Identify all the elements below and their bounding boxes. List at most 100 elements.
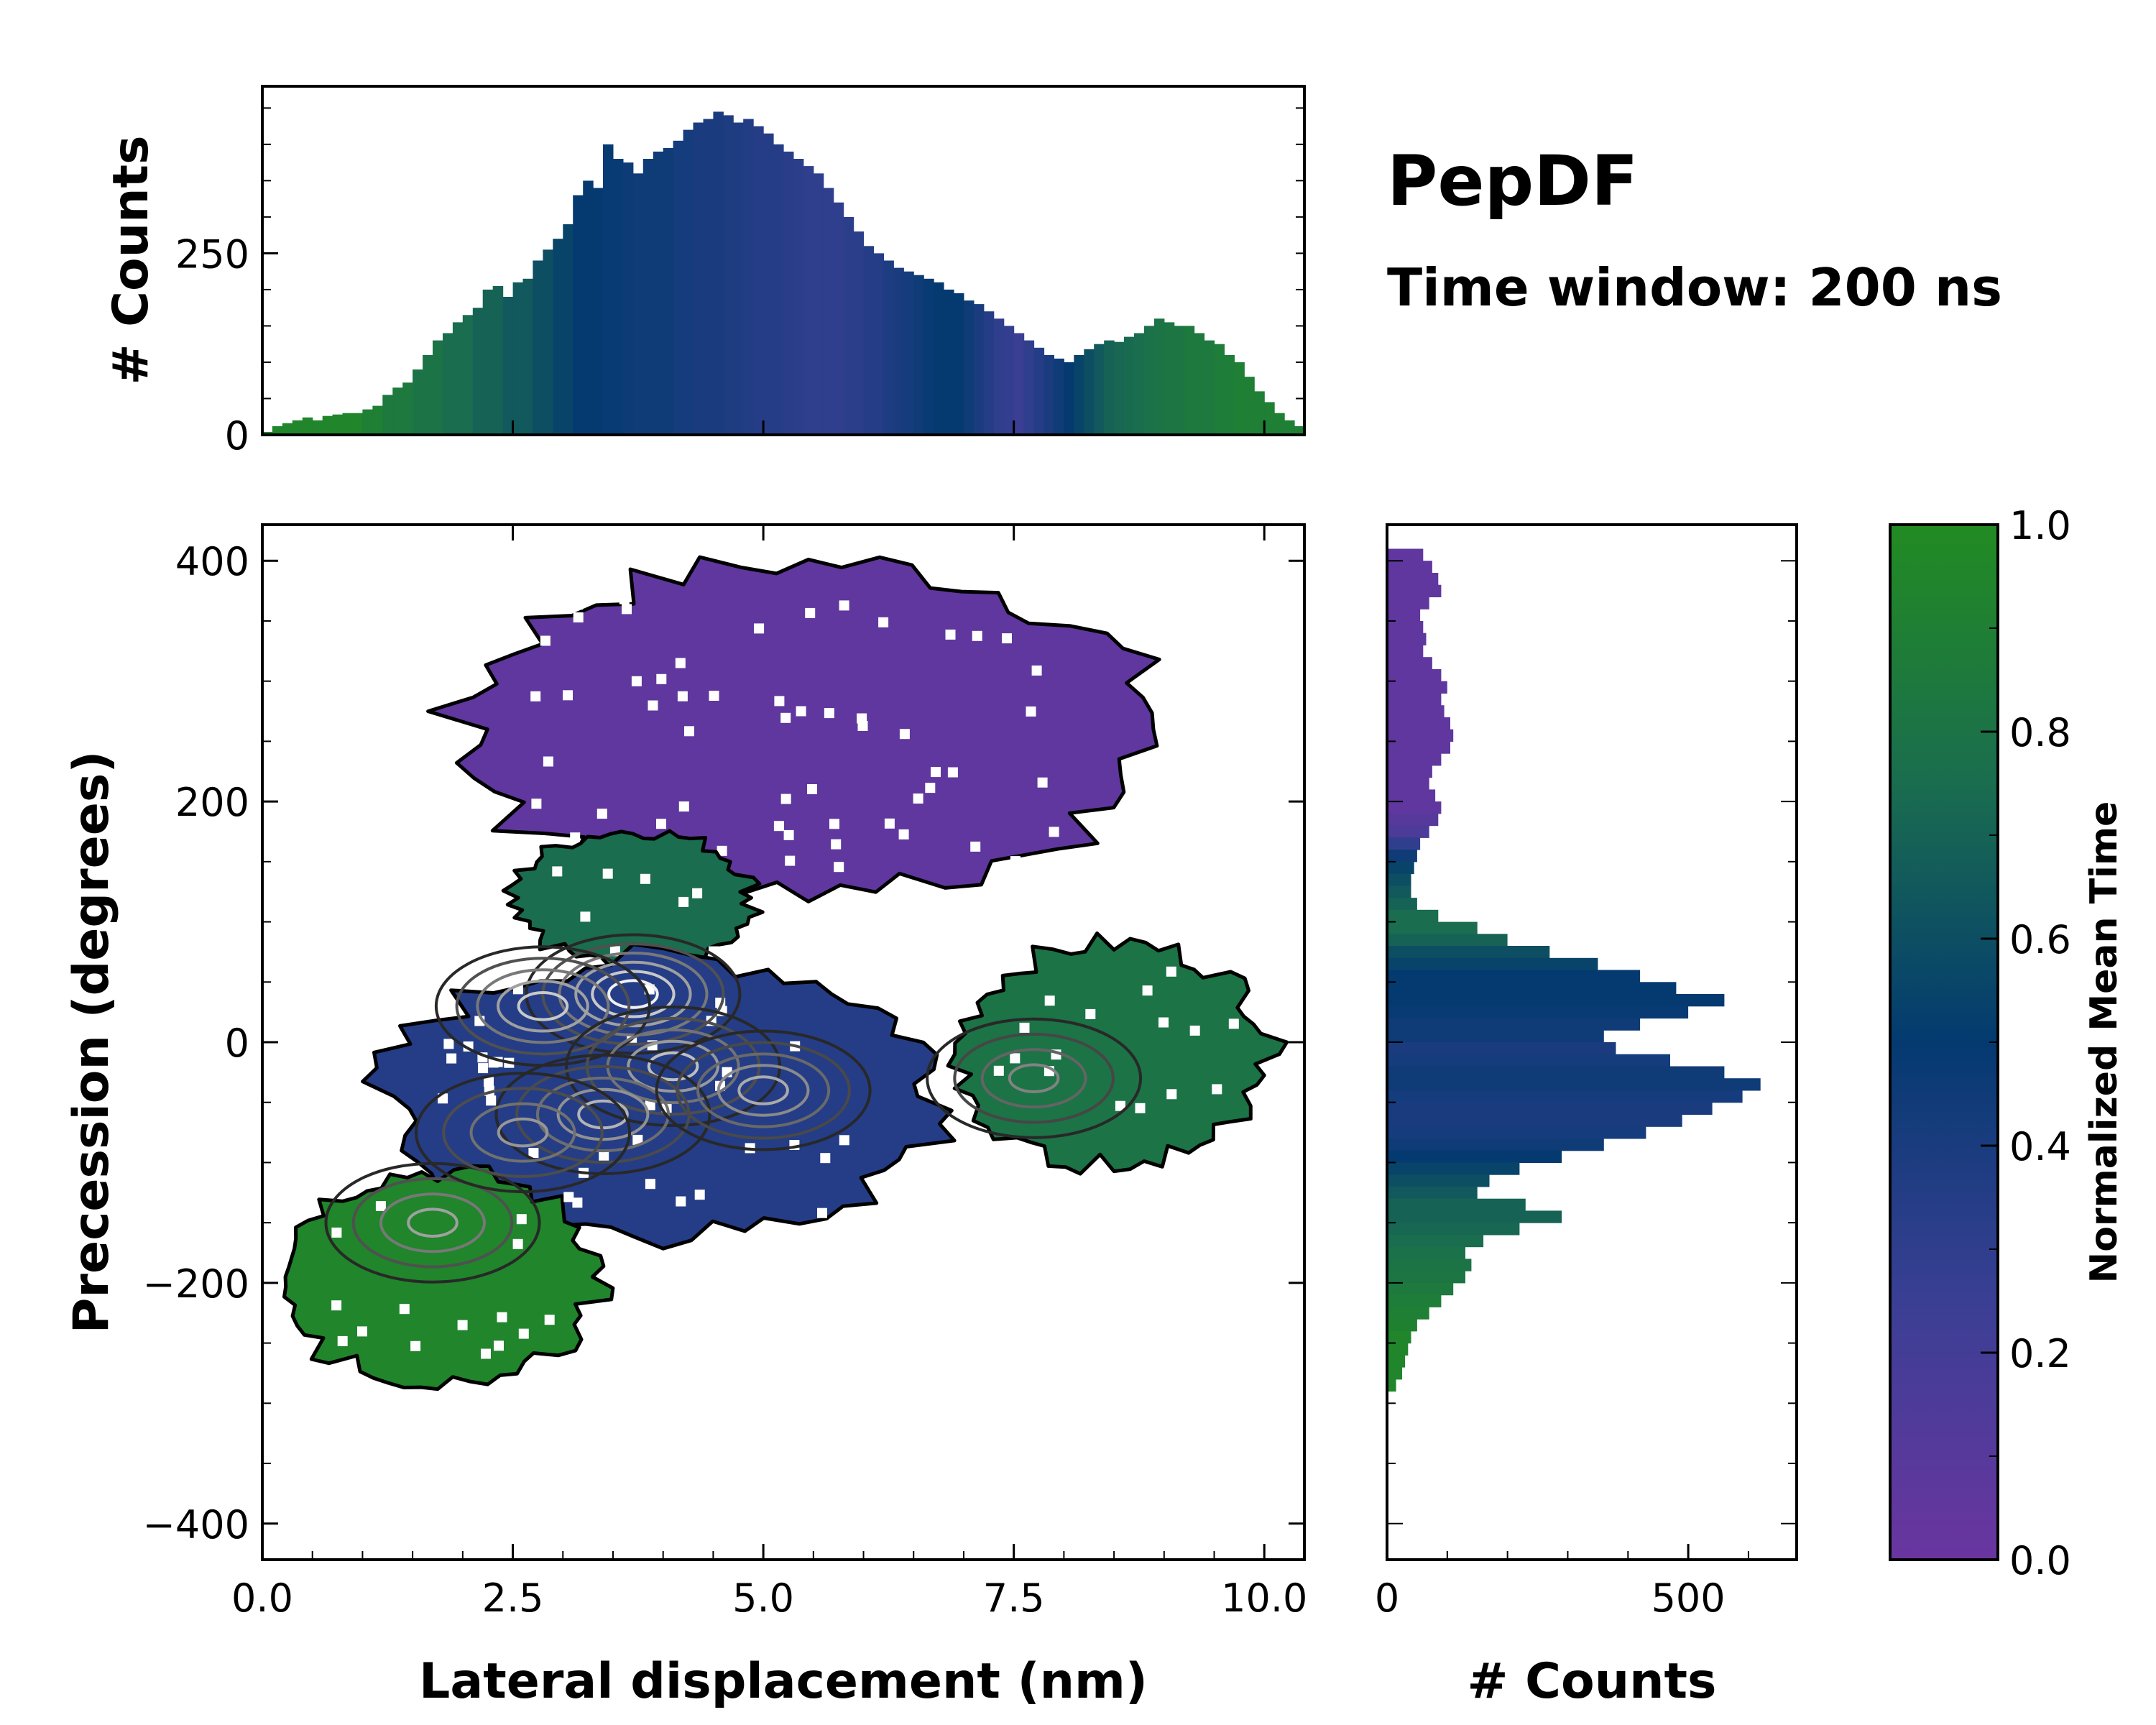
right-histogram-bar: [1387, 1174, 1490, 1187]
heatmap-empty-bin: [331, 1227, 342, 1238]
heatmap-empty-bin: [481, 1348, 491, 1359]
heatmap-empty-bin: [631, 676, 642, 686]
right-histogram-bar: [1387, 1307, 1429, 1320]
top-histogram-bar: [533, 260, 543, 435]
right-histogram-bar: [1387, 753, 1442, 766]
right-histogram-bar: [1387, 1030, 1604, 1043]
heatmap-empty-bin: [572, 599, 583, 610]
top-histogram-bar: [1414, 432, 1425, 435]
main-ytick-label: −400: [143, 1502, 249, 1547]
density-contour: [497, 1117, 549, 1148]
top-histogram-bar: [1345, 430, 1355, 435]
top-histogram-bar: [1184, 326, 1195, 435]
top-histogram-frame: [261, 85, 1306, 436]
top-histogram-bar: [863, 246, 874, 435]
top-histogram-bar: [642, 159, 654, 435]
heatmap-empty-bin: [931, 767, 941, 778]
density-contour: [926, 1017, 1143, 1139]
heatmap-empty-bin: [754, 623, 765, 634]
right-histogram-bar: [1387, 982, 1677, 995]
top-histogram-bar: [1385, 429, 1396, 435]
heatmap-empty-bin: [596, 809, 607, 819]
heatmap-empty-bin: [774, 696, 785, 707]
top-histogram-bar: [1214, 344, 1225, 435]
top-histogram-bar: [843, 216, 854, 435]
heatmap-empty-bin: [820, 1153, 831, 1164]
heatmap-empty-bin: [831, 839, 842, 850]
right-xtick-label: 0: [1375, 1576, 1399, 1621]
top-histogram-bar: [583, 180, 594, 435]
heatmap-empty-bin: [692, 888, 703, 898]
top-histogram-bar: [1325, 428, 1335, 435]
heatmap-empty-bin: [443, 1039, 454, 1049]
right-histogram-bar: [1387, 801, 1442, 814]
heatmap-empty-bin: [796, 706, 806, 717]
right-histogram-bar: [1387, 632, 1427, 645]
main-ytick-label: −200: [143, 1261, 249, 1307]
top-histogram-bar: [512, 282, 524, 435]
heatmap-empty-bin: [1189, 1025, 1200, 1036]
right-histogram-bar: [1387, 1186, 1478, 1200]
density-contour: [351, 1177, 514, 1269]
heatmap-empty-bin: [410, 1340, 421, 1351]
top-histogram-bar: [763, 133, 774, 435]
top-histogram-bar: [673, 140, 684, 435]
right-histogram-bar: [1387, 825, 1429, 838]
right-histogram-bar: [1387, 597, 1429, 610]
density-contour: [676, 1041, 851, 1140]
top-histogram-bar: [653, 151, 664, 435]
right-histogram-bar: [1387, 1234, 1484, 1248]
main-ytick-label: 0: [225, 1021, 249, 1066]
right-histogram-bar: [1387, 777, 1429, 790]
density-contour: [591, 970, 676, 1018]
main-xtick-label: 7.5: [983, 1576, 1045, 1621]
right-histogram-bar: [1387, 934, 1508, 947]
right-histogram-bar: [1387, 898, 1417, 911]
main-xtick-label: 10.0: [1221, 1576, 1307, 1621]
right-histogram-bar: [1387, 1259, 1472, 1271]
top-histogram-ylabel: # Counts: [103, 135, 160, 385]
heatmap-empty-bin: [817, 1208, 827, 1218]
top-histogram-bar: [443, 333, 453, 435]
heatmap-empty-bin: [675, 658, 686, 668]
top-histogram-bar: [352, 413, 363, 435]
right-histogram-bar: [1387, 1138, 1604, 1151]
heatmap-empty-bin: [563, 1192, 574, 1202]
heatmap-empty-bin: [331, 1300, 342, 1311]
top-histogram-bar: [563, 224, 573, 435]
density-contour: [455, 957, 631, 1056]
heatmap-empty-bin: [839, 600, 849, 611]
heatmap-empty-bin: [970, 841, 981, 852]
top-histogram-bar: [883, 260, 894, 435]
density-contour: [647, 1051, 699, 1082]
top-histogram-bar: [1375, 428, 1386, 435]
right-histogram-bar: [1387, 1271, 1465, 1284]
top-histogram-bar: [1274, 413, 1285, 435]
top-histogram-bar: [703, 119, 714, 435]
top-histogram-bar: [462, 315, 474, 435]
heatmap-empty-bin: [1037, 777, 1048, 788]
top-histogram-bar: [1164, 322, 1175, 435]
top-histogram-bar: [1064, 362, 1074, 435]
density-contour: [627, 1039, 719, 1093]
top-histogram-bar: [1094, 344, 1105, 435]
right-histogram-bar: [1387, 1114, 1682, 1127]
top-histogram-bar: [1143, 326, 1155, 435]
heatmap-empty-bin: [694, 1190, 705, 1200]
right-histogram-bar: [1387, 1210, 1562, 1223]
heatmap-empty-bin: [1115, 1100, 1125, 1111]
right-histogram-bar: [1387, 946, 1550, 959]
right-histogram-bar: [1387, 886, 1411, 898]
top-ytick-label: 250: [175, 231, 249, 277]
top-histogram-bar: [1254, 391, 1265, 435]
heatmap-empty-bin: [516, 1214, 527, 1225]
colorbar-tick-label: 0.8: [2009, 710, 2071, 755]
right-histogram-bar: [1387, 1379, 1396, 1392]
heatmap-empty-bin: [1233, 1125, 1244, 1136]
top-histogram: 0 250 # Counts: [103, 85, 1425, 459]
heatmap-empty-bin: [677, 691, 688, 702]
top-histogram-bar: [713, 111, 724, 435]
right-histogram-bar: [1387, 1102, 1713, 1115]
top-histogram-bar: [593, 188, 604, 435]
right-histogram-bar: [1387, 584, 1442, 597]
